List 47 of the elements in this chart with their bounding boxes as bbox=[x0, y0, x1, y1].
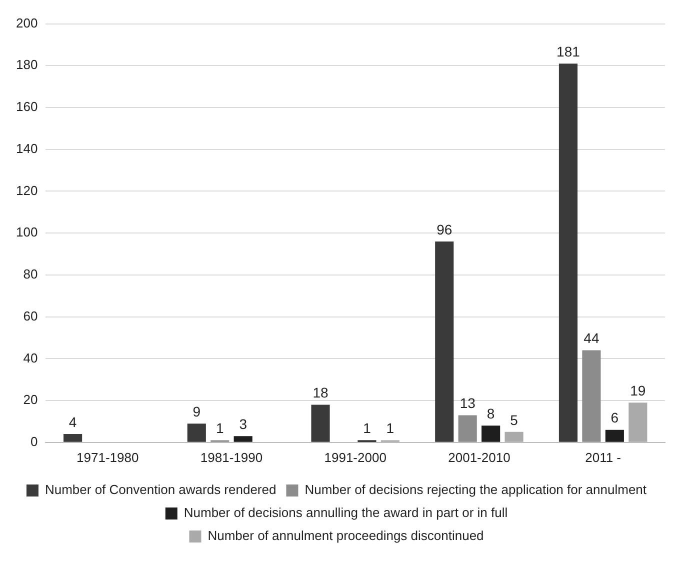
legend-label: Number of decisions rejecting the application for annulment bbox=[304, 482, 647, 498]
data-label: 19 bbox=[630, 382, 646, 398]
y-tick-label: 140 bbox=[16, 140, 38, 156]
y-tick-label: 200 bbox=[16, 15, 38, 30]
x-tick-label: 1981-1990 bbox=[200, 450, 263, 465]
y-tick-label: 100 bbox=[16, 224, 38, 240]
data-label: 5 bbox=[510, 412, 518, 428]
data-label: 181 bbox=[556, 43, 580, 60]
x-tick-label: 1971-1980 bbox=[76, 450, 139, 465]
bar bbox=[628, 402, 648, 442]
data-label: 1 bbox=[386, 420, 394, 436]
data-label: 44 bbox=[584, 330, 600, 346]
bar bbox=[311, 404, 330, 442]
bar bbox=[458, 415, 477, 442]
bar bbox=[558, 64, 578, 442]
legend-label: Number of decisions annulling the award in part or in full bbox=[184, 505, 508, 520]
legend-label: Number of Convention awards rendered bbox=[44, 482, 276, 498]
bar bbox=[234, 436, 252, 442]
data-label: 8 bbox=[486, 406, 495, 422]
y-tick-label: 0 bbox=[30, 434, 38, 449]
y-tick-label: 80 bbox=[23, 266, 38, 282]
y-tick-label: 120 bbox=[16, 182, 38, 198]
data-label: 4 bbox=[68, 414, 77, 430]
data-label: 9 bbox=[192, 403, 201, 420]
x-tick-label: 1991-2000 bbox=[324, 450, 386, 465]
bar bbox=[63, 434, 82, 442]
bar bbox=[187, 424, 206, 442]
x-tick-label: 2011 - bbox=[585, 450, 622, 465]
y-tick-label: 180 bbox=[16, 57, 38, 72]
bar bbox=[435, 241, 454, 442]
bar bbox=[582, 350, 601, 442]
data-label: 1 bbox=[216, 420, 224, 436]
bar bbox=[605, 430, 624, 442]
y-tick-label: 20 bbox=[23, 392, 38, 408]
data-label: 3 bbox=[239, 416, 248, 432]
data-label: 6 bbox=[610, 410, 619, 426]
y-tick-label: 160 bbox=[16, 99, 38, 114]
data-label: 13 bbox=[460, 395, 476, 412]
data-label: 1 bbox=[363, 420, 372, 436]
legend-label: Number of annulment proceedings discontinued bbox=[208, 528, 484, 544]
bar bbox=[482, 426, 500, 442]
x-tick-label: 2001-2010 bbox=[448, 450, 510, 465]
data-label: 18 bbox=[312, 384, 329, 401]
data-label: 96 bbox=[436, 221, 452, 238]
bar bbox=[504, 432, 524, 442]
y-tick-label: 60 bbox=[23, 308, 38, 324]
y-tick-label: 40 bbox=[23, 350, 38, 366]
